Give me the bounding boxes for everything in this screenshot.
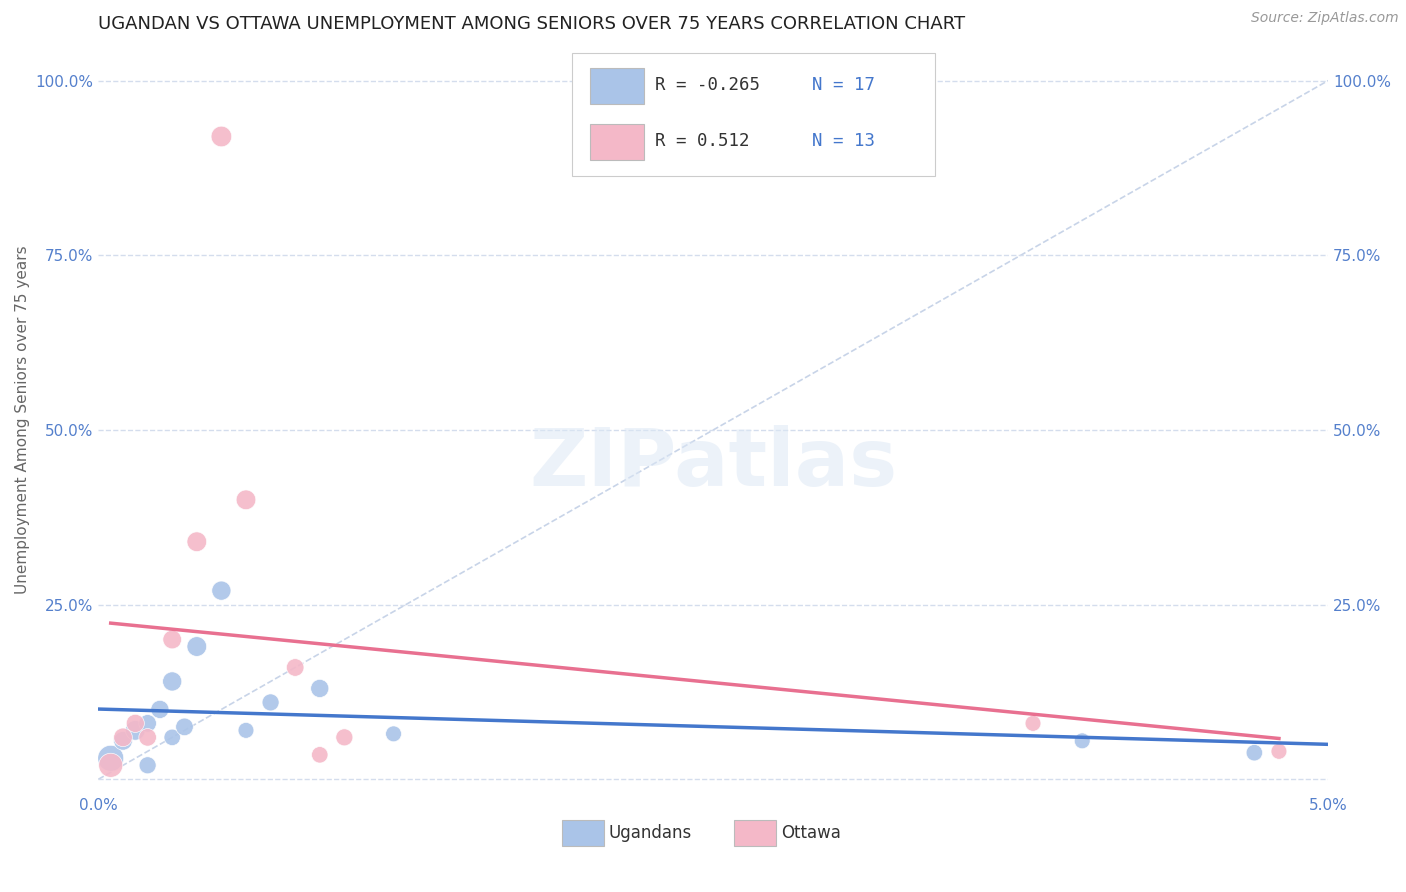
Text: R = -0.265: R = -0.265 [655,77,761,95]
Y-axis label: Unemployment Among Seniors over 75 years: Unemployment Among Seniors over 75 years [15,245,30,594]
Text: R = 0.512: R = 0.512 [655,132,749,151]
Point [160,632,183,647]
Point [136,731,159,745]
Point [1243,746,1265,760]
Point [1071,734,1094,748]
Text: N = 13: N = 13 [811,132,875,151]
Text: Source: ZipAtlas.com: Source: ZipAtlas.com [1251,11,1399,25]
Point [209,583,232,598]
Point [186,640,208,654]
Point [100,751,122,765]
FancyBboxPatch shape [572,54,935,177]
Text: Ugandans: Ugandans [609,824,692,842]
FancyBboxPatch shape [591,68,644,104]
Point [160,731,183,745]
Point [100,758,122,772]
Point [1022,716,1045,731]
Point [235,723,257,738]
Point [124,716,146,731]
Point [136,758,159,772]
Point [333,731,356,745]
Point [1268,744,1291,758]
Point [136,716,159,731]
FancyBboxPatch shape [562,820,603,846]
Text: N = 17: N = 17 [811,77,875,95]
Point [124,723,146,738]
Point [259,695,281,709]
Text: Ottawa: Ottawa [780,824,841,842]
Point [186,534,208,549]
FancyBboxPatch shape [734,820,776,846]
Text: UGANDAN VS OTTAWA UNEMPLOYMENT AMONG SENIORS OVER 75 YEARS CORRELATION CHART: UGANDAN VS OTTAWA UNEMPLOYMENT AMONG SEN… [98,15,966,33]
Point [284,660,307,674]
FancyBboxPatch shape [591,124,644,160]
Text: ZIPatlas: ZIPatlas [529,425,897,503]
Point [160,674,183,689]
Point [308,747,330,762]
Point [149,702,172,716]
Point [111,731,134,745]
Point [308,681,330,696]
Point [209,129,232,144]
Point [235,492,257,507]
Point [173,720,195,734]
Point [111,734,134,748]
Point [382,727,405,741]
